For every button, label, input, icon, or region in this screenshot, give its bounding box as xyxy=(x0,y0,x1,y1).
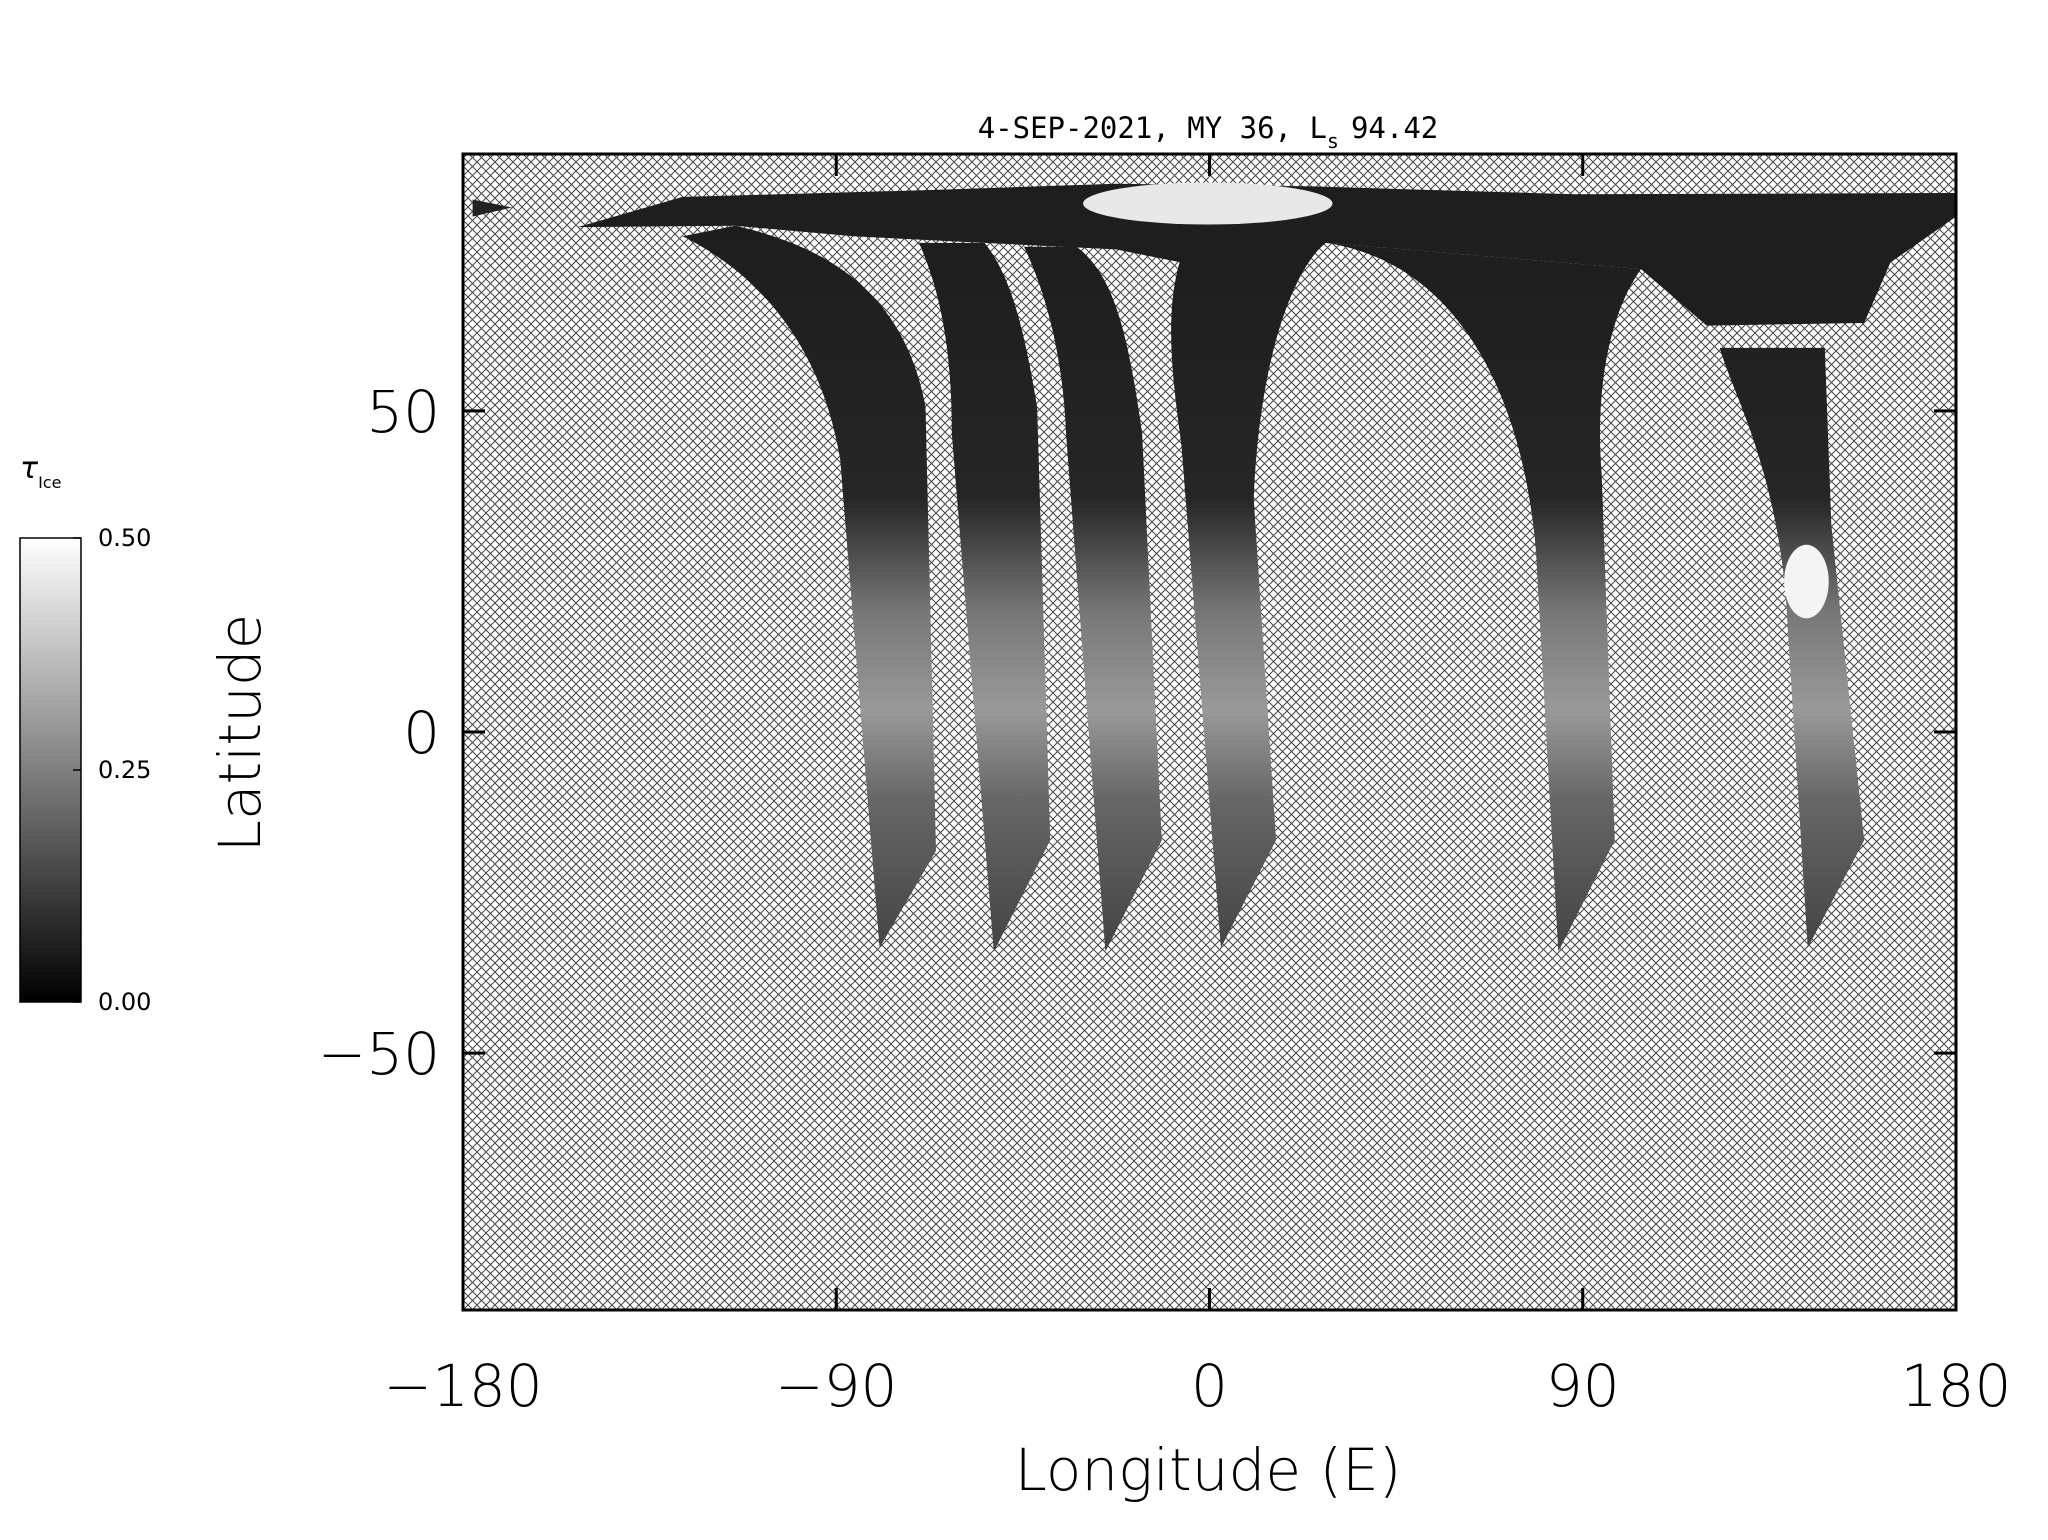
colorbar-label-symbol: τ xyxy=(20,451,39,486)
x-tick-label: −180 xyxy=(383,1352,542,1420)
y-tick-label: −50 xyxy=(318,1020,440,1088)
title-text: 4-SEP-2021, MY 36, L xyxy=(978,111,1327,145)
y-axis-label: Latitude xyxy=(206,614,274,853)
colorbar-label-subscript: Ice xyxy=(38,473,61,492)
title-suffix: 94.42 xyxy=(1351,111,1438,145)
colorbar-tick-label: 0.25 xyxy=(98,756,151,784)
x-axis-label: Longitude (E) xyxy=(1015,1436,1402,1504)
x-tick-label: 90 xyxy=(1546,1352,1620,1420)
cloud-spot xyxy=(1784,544,1829,619)
x-tick-label: −90 xyxy=(775,1352,897,1420)
polar-cap xyxy=(1083,182,1333,225)
colorbar-label: τIce xyxy=(20,451,61,492)
x-tick-label: 0 xyxy=(1191,1352,1228,1420)
swath xyxy=(1325,242,1642,952)
swath xyxy=(1719,347,1865,948)
chart-title: 4-SEP-2021, MY 36, Ls 94.42 xyxy=(978,111,1439,153)
swath xyxy=(682,225,937,948)
colorbar-tick-label: 0.00 xyxy=(98,988,151,1016)
swaths xyxy=(472,182,1956,952)
edge-marker xyxy=(472,199,512,217)
swath xyxy=(1171,242,1326,948)
y-tick-label: 0 xyxy=(403,699,440,767)
colorbar-tick-label: 0.50 xyxy=(98,524,151,552)
colorbar xyxy=(19,537,82,1003)
x-tick-label: 180 xyxy=(1901,1352,2012,1420)
swath xyxy=(1023,246,1162,952)
title-subscript: s xyxy=(1327,129,1339,153)
swath xyxy=(918,242,1051,952)
y-tick-label: 50 xyxy=(366,378,440,446)
